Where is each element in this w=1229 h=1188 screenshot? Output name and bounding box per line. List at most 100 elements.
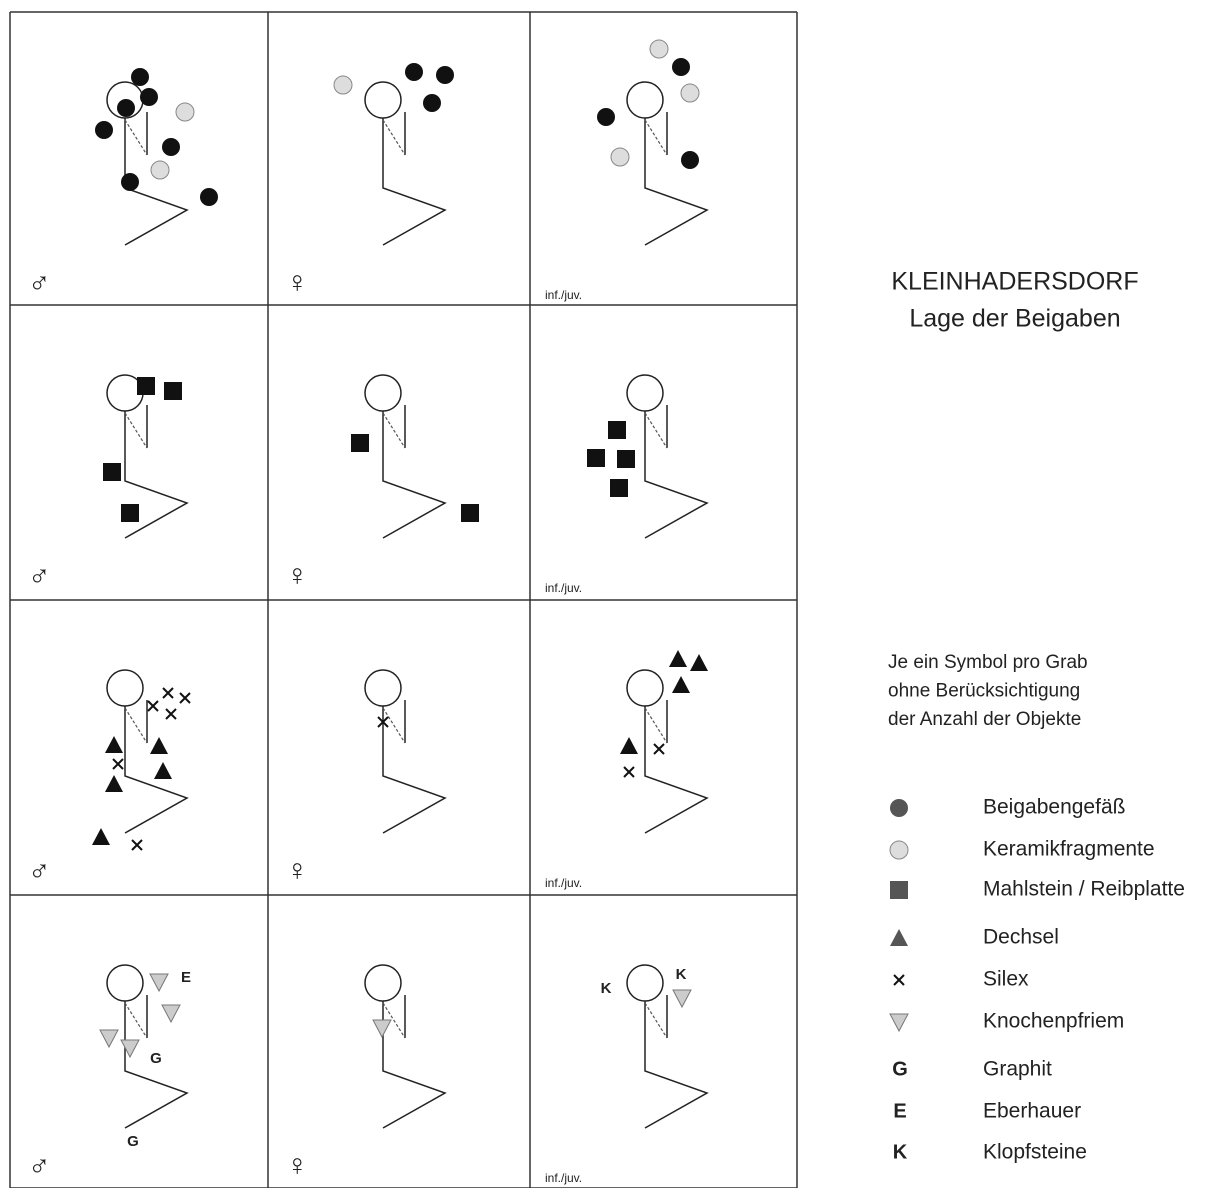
vessel bbox=[436, 66, 454, 84]
sex-label: ♂ bbox=[28, 1149, 51, 1182]
grindstone bbox=[461, 504, 479, 522]
find-letter: E bbox=[181, 969, 191, 986]
bone-awl bbox=[99, 1029, 119, 1049]
legend-symbol bbox=[890, 799, 908, 817]
adze bbox=[672, 676, 690, 693]
ceramic bbox=[610, 147, 630, 167]
bone-awl bbox=[161, 1004, 181, 1024]
figure-head bbox=[364, 374, 402, 412]
adze bbox=[92, 828, 110, 845]
figure-body bbox=[644, 112, 709, 246]
grindstone bbox=[164, 382, 182, 400]
bone-awl bbox=[672, 989, 692, 1009]
sex-label: inf./juv. bbox=[545, 581, 582, 595]
figure-head bbox=[626, 81, 664, 119]
ceramic bbox=[649, 39, 669, 59]
bone-awl bbox=[149, 973, 169, 993]
silex bbox=[179, 692, 191, 704]
sex-label: ♂ bbox=[28, 559, 51, 592]
legend-symbol bbox=[889, 1013, 909, 1033]
figure-body bbox=[124, 112, 189, 246]
note-line: der Anzahl der Objekte bbox=[888, 709, 1081, 730]
legend-letter: G bbox=[892, 1058, 908, 1080]
silex bbox=[112, 758, 124, 770]
find-letter: G bbox=[127, 1133, 139, 1150]
vessel bbox=[681, 151, 699, 169]
title: KLEINHADERSDORF bbox=[891, 268, 1138, 296]
silex bbox=[147, 700, 159, 712]
legend-label: Graphit bbox=[983, 1058, 1052, 1081]
sex-label: ♂ bbox=[28, 854, 51, 887]
adze bbox=[105, 736, 123, 753]
legend-label: Keramikfragmente bbox=[983, 838, 1155, 861]
vessel bbox=[131, 68, 149, 86]
find-letter: G bbox=[150, 1050, 162, 1067]
figure-body bbox=[124, 700, 189, 834]
vessel bbox=[200, 188, 218, 206]
figure-arm bbox=[644, 1002, 668, 1039]
figure-arm bbox=[382, 707, 406, 744]
adze bbox=[154, 762, 172, 779]
grindstone bbox=[617, 450, 635, 468]
legend-label: Beigabengefäß bbox=[983, 796, 1125, 819]
silex bbox=[131, 839, 143, 851]
grindstone bbox=[137, 377, 155, 395]
silex bbox=[623, 766, 635, 778]
vessel bbox=[423, 94, 441, 112]
figure-head bbox=[364, 81, 402, 119]
find-letter: K bbox=[676, 966, 687, 983]
ceramic bbox=[680, 83, 700, 103]
figure-head bbox=[626, 374, 664, 412]
figure-head bbox=[364, 669, 402, 707]
legend-label: Dechsel bbox=[983, 926, 1059, 949]
figure-body bbox=[124, 405, 189, 539]
figure-arm bbox=[124, 119, 148, 156]
vessel bbox=[597, 108, 615, 126]
figure-arm bbox=[382, 1002, 406, 1039]
figure-body bbox=[124, 995, 189, 1129]
silex bbox=[165, 708, 177, 720]
silex bbox=[162, 687, 174, 699]
ceramic bbox=[333, 75, 353, 95]
grindstone bbox=[608, 421, 626, 439]
figure-arm bbox=[124, 1002, 148, 1039]
ceramic bbox=[175, 102, 195, 122]
figure-arm bbox=[644, 412, 668, 449]
grindstone bbox=[103, 463, 121, 481]
figure-arm bbox=[124, 707, 148, 744]
vessel bbox=[95, 121, 113, 139]
figure-arm bbox=[382, 412, 406, 449]
sex-label: ♀ bbox=[286, 266, 309, 299]
adze bbox=[690, 654, 708, 671]
grindstone bbox=[121, 504, 139, 522]
sex-label: inf./juv. bbox=[545, 1171, 582, 1185]
legend-label: Knochenpfriem bbox=[983, 1010, 1124, 1033]
figure-body bbox=[382, 995, 447, 1129]
legend-letter: E bbox=[893, 1100, 906, 1122]
figure-arm bbox=[644, 707, 668, 744]
legend-label: Silex bbox=[983, 968, 1029, 991]
figure-arm bbox=[124, 412, 148, 449]
figure-head bbox=[364, 964, 402, 1002]
silex bbox=[653, 743, 665, 755]
sex-label: ♂ bbox=[28, 266, 51, 299]
adze bbox=[150, 737, 168, 754]
note-line: ohne Berücksichtigung bbox=[888, 681, 1080, 702]
legend-label: Mahlstein / Reibplatte bbox=[983, 878, 1185, 901]
grindstone bbox=[351, 434, 369, 452]
sex-label: inf./juv. bbox=[545, 288, 582, 302]
grindstone bbox=[587, 449, 605, 467]
legend-letter: K bbox=[893, 1141, 908, 1163]
grindstone bbox=[610, 479, 628, 497]
adze bbox=[105, 775, 123, 792]
legend-label: Klopfsteine bbox=[983, 1141, 1087, 1164]
sex-label: inf./juv. bbox=[545, 876, 582, 890]
legend-symbol bbox=[890, 929, 908, 946]
figure-head bbox=[626, 669, 664, 707]
figure-arm bbox=[644, 119, 668, 156]
vessel bbox=[672, 58, 690, 76]
subtitle: Lage der Beigaben bbox=[909, 305, 1120, 333]
sex-label: ♀ bbox=[286, 1149, 309, 1182]
legend-label: Eberhauer bbox=[983, 1100, 1081, 1123]
